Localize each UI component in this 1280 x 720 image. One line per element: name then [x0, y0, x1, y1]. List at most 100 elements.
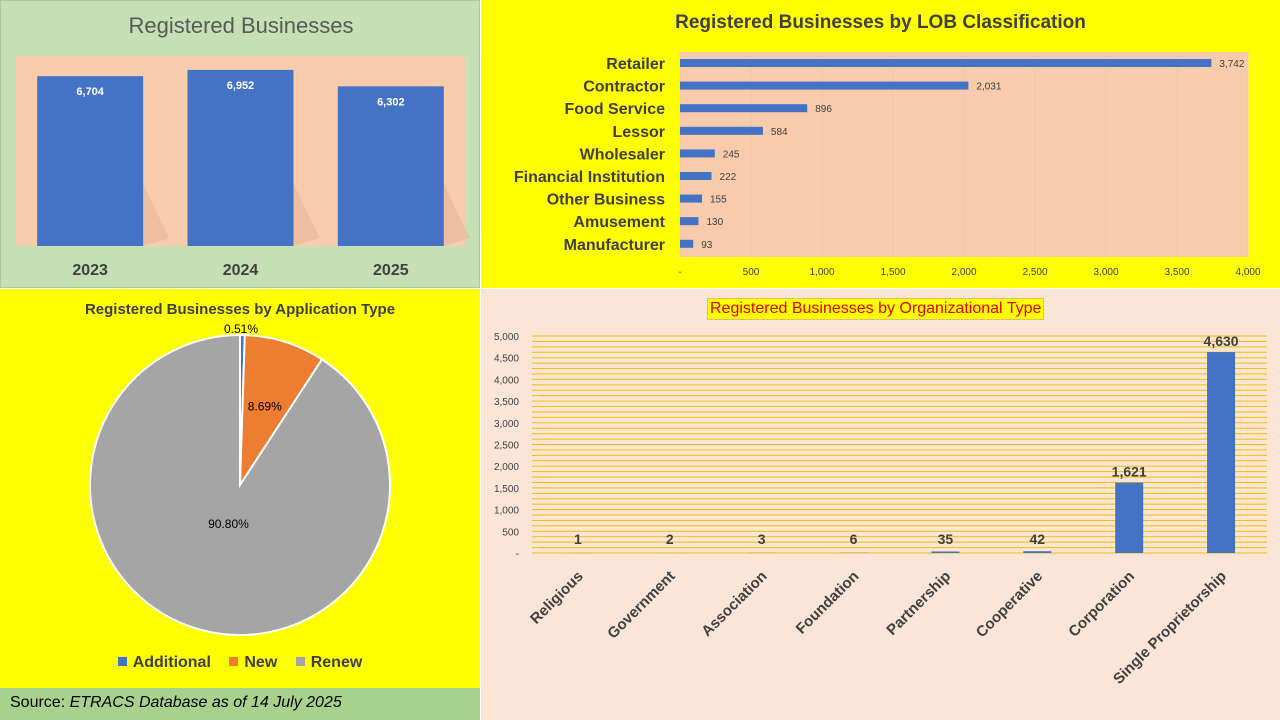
y-tick-label: Food Service — [565, 101, 666, 118]
bar-shadow — [293, 184, 320, 246]
bar — [680, 104, 808, 113]
application-type-panel: Registered Businesses by Application Typ… — [0, 289, 480, 688]
bar-shadow — [443, 184, 470, 246]
data-label: 6,704 — [76, 86, 104, 98]
x-tick-label: - — [678, 267, 681, 278]
data-label: 1 — [574, 531, 582, 547]
y-tick-label: Contractor — [583, 79, 665, 96]
bar — [187, 69, 294, 247]
yearly-chart-title: Registered Businesses — [128, 13, 354, 38]
pie-slice — [238, 334, 324, 489]
pie-legend: Additional New Renew — [0, 654, 480, 672]
bar — [1115, 482, 1144, 553]
org-type-panel: - 500 1,000 1,500 2,000 2,500 3,000 3,500 4,000 4… — [481, 289, 1280, 720]
legend-label: Additional — [132, 654, 211, 671]
y-tick-label: Amusement — [573, 214, 665, 231]
y-tick-label: Lessor — [613, 124, 665, 141]
y-tick-label: 5,000 — [494, 332, 519, 343]
legend-swatch — [229, 657, 239, 666]
bar — [1023, 551, 1052, 553]
x-tick-label: Cooperative — [973, 568, 1046, 641]
org-type-title: Registered Businesses by Organizational … — [707, 298, 1045, 320]
data-label: 3,742 — [1219, 59, 1244, 70]
y-tick-label: 4,000 — [494, 375, 519, 386]
data-label: 6,952 — [227, 80, 255, 92]
x-tick-label: Partnership — [883, 568, 954, 639]
x-tick-label: 2023 — [72, 262, 108, 279]
bar — [680, 149, 715, 158]
x-tick-label: Foundation — [793, 568, 863, 638]
bar — [37, 76, 144, 246]
y-tick-label: Manufacturer — [564, 237, 665, 254]
y-tick-label: 500 — [502, 527, 519, 538]
lob-chart-title: Registered Businesses by LOB Classificat… — [675, 12, 1086, 33]
bar — [680, 194, 703, 203]
x-tick-label: 3,000 — [1093, 267, 1118, 278]
yearly-chart: 6,704 2023 6,952 2024 6,302 2025 — [15, 56, 470, 279]
org-type-chart: - 500 1,000 1,500 2,000 2,500 3,000 3,500 4,000 4… — [494, 332, 1267, 688]
x-tick-label: 4,000 — [1235, 267, 1260, 278]
x-tick-label: Corporation — [1065, 568, 1138, 641]
x-tick-label: Association — [698, 568, 770, 640]
bar — [680, 126, 763, 135]
y-tick-label: 1,500 — [494, 484, 519, 495]
legend-item-renew: Renew — [295, 654, 363, 672]
bar — [931, 551, 960, 553]
legend-label: New — [244, 654, 278, 671]
source-note: Source: ETRACS Database as of 14 July 20… — [10, 694, 342, 712]
y-tick-label: Other Business — [547, 192, 665, 209]
pie-label: 0.51% — [224, 322, 258, 336]
bar — [1207, 352, 1236, 553]
y-tick-label: Wholesaler — [580, 146, 665, 163]
bar — [680, 239, 694, 248]
bar — [680, 59, 1212, 67]
x-tick-label: 2,000 — [951, 267, 976, 278]
x-tick-label: 1,500 — [880, 267, 905, 278]
data-label: 35 — [938, 531, 954, 547]
y-tick-label: 3,000 — [494, 419, 519, 430]
data-label: 6,302 — [377, 96, 405, 108]
lob-chart-panel: Registered Businesses by LOB Classificat… — [481, 0, 1280, 288]
x-tick-label: 2024 — [223, 262, 259, 279]
y-tick-label: 2,500 — [494, 441, 519, 452]
data-label: 245 — [723, 149, 740, 160]
x-tick-label: 3,500 — [1164, 267, 1189, 278]
pie-slice — [89, 333, 391, 636]
legend-item-additional: Additional — [117, 654, 211, 672]
application-type-title: Registered Businesses by Application Typ… — [84, 301, 396, 318]
application-type-pie: 0.51% 8.69% 90.80% — [89, 322, 391, 636]
data-label: 2,031 — [976, 82, 1001, 93]
legend-label: Renew — [310, 654, 363, 671]
y-tick-label: Financial Institution — [514, 169, 665, 186]
legend-swatch — [295, 657, 305, 666]
data-label: 896 — [815, 104, 832, 115]
y-tick-label: 4,500 — [494, 354, 519, 365]
bar — [680, 172, 712, 180]
data-label: 222 — [720, 172, 737, 183]
pie-label: 8.69% — [248, 399, 282, 413]
y-tick-label: Retailer — [606, 56, 665, 73]
data-label: 1,621 — [1112, 464, 1147, 480]
lob-chart: - 500 1,000 1,500 2,000 2,500 3,000 3,500 4,000 3… — [514, 52, 1261, 278]
legend-item-new: New — [229, 654, 277, 672]
data-label: 130 — [706, 217, 723, 228]
legend-swatch — [117, 657, 127, 666]
bar — [337, 86, 444, 246]
y-tick-label: 1,000 — [494, 506, 519, 517]
data-label: 3 — [758, 531, 766, 547]
x-tick-label: 2025 — [373, 262, 409, 279]
data-label: 6 — [850, 531, 858, 547]
x-tick-label: 2,500 — [1022, 267, 1047, 278]
x-tick-label: 500 — [743, 267, 760, 278]
bar-shadow — [143, 184, 170, 246]
yearly-chart-panel: Registered Businesses 6,704 2023 6,952 2024… — [0, 0, 480, 288]
data-label: 93 — [701, 240, 713, 251]
source-label: Source: — [10, 694, 70, 711]
y-tick-label: - — [516, 549, 519, 560]
data-label: 4,630 — [1204, 333, 1239, 349]
data-label: 155 — [710, 195, 727, 206]
y-tick-label: 3,500 — [494, 397, 519, 408]
data-label: 42 — [1030, 531, 1046, 547]
source-text: ETRACS Database as of 14 July 2025 — [69, 694, 342, 711]
source-footer: Source: ETRACS Database as of 14 July 20… — [0, 688, 480, 720]
